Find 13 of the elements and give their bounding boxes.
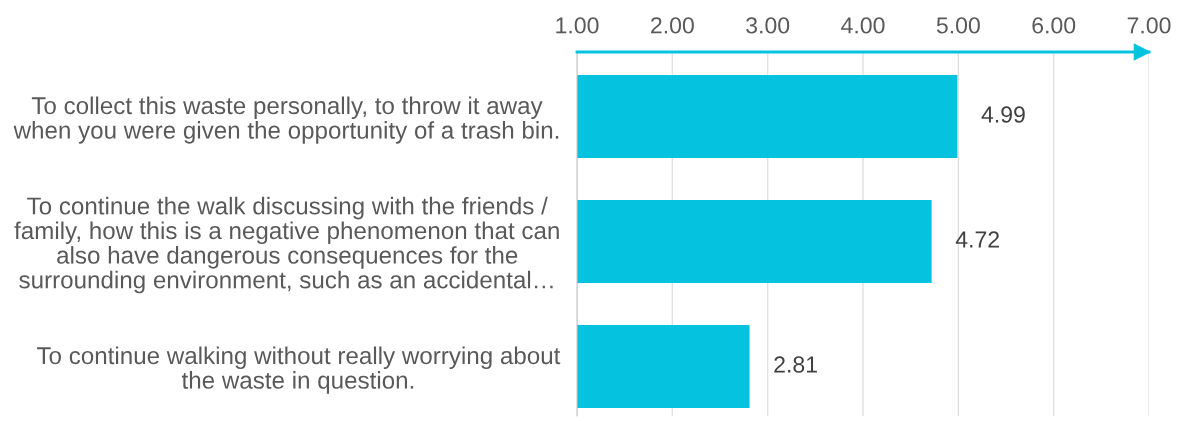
data-label: 4.99	[981, 106, 1025, 123]
x-tick-label: 6.00	[1032, 17, 1076, 34]
data-label: 4.72	[955, 231, 999, 248]
y-tick-label: To continue walking without really worrying about the waste in question.	[37, 346, 561, 394]
x-tick-label: 1.00	[556, 17, 599, 34]
x-tick-label: 3.00	[746, 17, 790, 34]
x-tick-label: 7.00	[1127, 17, 1171, 34]
x-tick-label: 2.00	[651, 17, 694, 34]
y-tick-label: To collect this waste personally, to throw it away when you were given the opportunity of a trash bin.	[13, 96, 559, 144]
x-tick-label: 4.00	[841, 17, 885, 34]
data-label: 2.81	[774, 356, 817, 373]
x-tick-label: 5.00	[936, 17, 980, 34]
y-tick-label: To continue the walk discussing with the friends / family, how this is a negative phenomenon that can also have dangerous consequences for the surrounding environment, such as an accidental…	[14, 196, 559, 294]
